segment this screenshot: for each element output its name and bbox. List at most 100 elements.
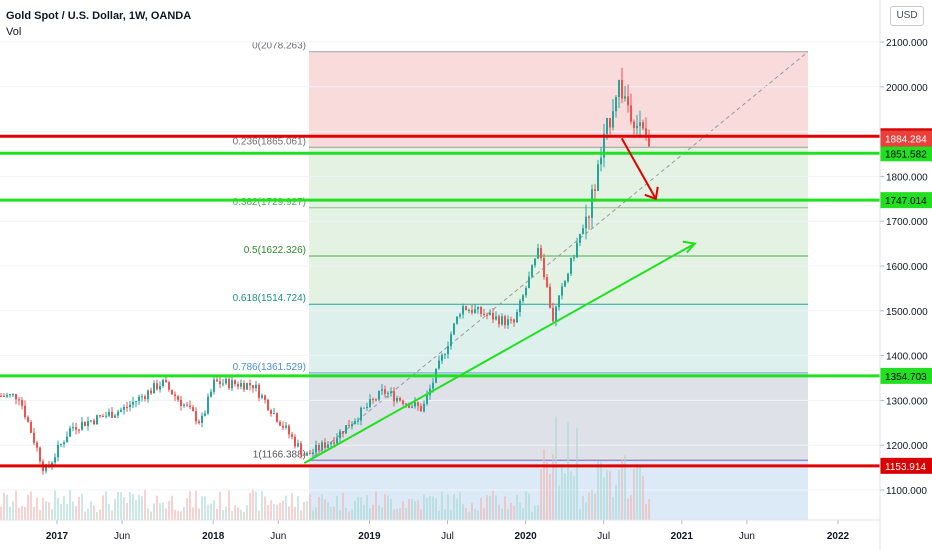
candle-body <box>69 428 71 437</box>
candle-body <box>84 421 86 427</box>
candle-body <box>36 442 38 448</box>
volume-bar <box>87 508 89 520</box>
volume-bar <box>387 495 389 520</box>
volume-bar <box>633 468 635 520</box>
candle-body <box>321 442 323 451</box>
volume-bar <box>105 491 107 520</box>
volume-bar <box>450 509 452 520</box>
volume-bar <box>132 493 134 520</box>
volume-bar <box>24 506 26 520</box>
candle-body <box>135 401 137 403</box>
candle-body <box>3 396 5 398</box>
volume-bar <box>549 474 551 520</box>
volume-bar <box>570 471 572 520</box>
volume-bar <box>426 497 428 520</box>
fib-band <box>309 51 808 148</box>
candle-body <box>171 389 173 395</box>
candle-body <box>336 438 338 444</box>
volume-bar <box>279 502 281 520</box>
candle-body <box>489 312 491 315</box>
volume-bar <box>171 495 173 520</box>
candle-body <box>243 383 245 390</box>
candle-body <box>297 443 299 447</box>
volume-bar <box>510 502 512 520</box>
candle-body <box>441 354 443 361</box>
candle-body <box>372 399 374 401</box>
candle-body <box>624 96 626 99</box>
candle-body <box>216 379 218 382</box>
candle-body <box>648 134 650 147</box>
y-tick-label: 1800.000 <box>886 172 928 183</box>
volume-bar <box>381 507 383 520</box>
candle-body <box>120 409 122 412</box>
candle-body <box>537 247 539 259</box>
volume-bar <box>504 496 506 520</box>
candle-body <box>432 382 434 389</box>
volume-bar <box>243 511 245 520</box>
volume-bar <box>588 492 590 520</box>
candle-body <box>255 384 257 389</box>
volume-bar <box>21 505 23 520</box>
volume-bar <box>66 504 68 520</box>
volume-bar <box>411 498 413 520</box>
volume-bar <box>60 504 62 520</box>
candle-body <box>288 425 290 435</box>
candle-body <box>639 122 641 126</box>
level-price-tag: 1354.703 <box>885 372 927 383</box>
volume-bar <box>342 492 344 520</box>
volume-bar <box>315 506 317 520</box>
candle-body <box>477 306 479 310</box>
volume-bar <box>441 491 443 520</box>
volume-bar <box>474 508 476 520</box>
candle-body <box>402 400 404 405</box>
candle-body <box>543 257 545 278</box>
volume-bar <box>492 490 494 520</box>
volume-bar <box>216 508 218 520</box>
candle-body <box>462 306 464 315</box>
candle-body <box>552 307 554 322</box>
x-tick-label: 2018 <box>202 531 225 542</box>
volume-bar <box>645 503 647 520</box>
candle-body <box>93 420 95 425</box>
level-price-tag: 1747.014 <box>885 196 927 207</box>
candle-body <box>198 421 200 423</box>
candle-body <box>294 436 296 447</box>
volume-bar <box>483 507 485 520</box>
currency-button[interactable]: USD <box>890 6 924 26</box>
y-tick-label: 2000.000 <box>886 83 928 94</box>
candle-body <box>468 309 470 311</box>
volume-bar <box>534 505 536 520</box>
volume-bar <box>597 461 599 520</box>
candle-body <box>507 319 509 326</box>
current-price-tag: 1884.284 <box>885 135 927 146</box>
x-tick-label: Jun <box>739 531 755 542</box>
candle-body <box>363 407 365 409</box>
volume-bar <box>354 501 356 520</box>
volume-bar <box>543 449 545 520</box>
volume-bar <box>57 497 59 520</box>
volume-bar <box>375 491 377 520</box>
fib-band <box>309 372 808 461</box>
candle-body <box>501 316 503 325</box>
y-tick-label: 1300.000 <box>886 396 928 407</box>
volume-bar <box>120 492 122 520</box>
candle-body <box>483 313 485 315</box>
candle-body <box>279 421 281 426</box>
candle-body <box>417 402 419 406</box>
volume-bar <box>201 496 203 520</box>
volume-bar <box>435 497 437 520</box>
volume-bar <box>111 510 113 520</box>
candle-body <box>6 394 8 397</box>
volume-bar <box>207 504 209 520</box>
candle-body <box>147 390 149 400</box>
candle-body <box>471 309 473 313</box>
volume-bar <box>339 509 341 520</box>
candle-body <box>144 396 146 400</box>
volume-bar <box>528 493 530 520</box>
candle-body <box>183 404 185 406</box>
candle-body <box>504 316 506 326</box>
volume-bar <box>522 508 524 520</box>
candle-body <box>102 415 104 417</box>
fib-level-label: 0.786(1361.529) <box>233 362 306 373</box>
